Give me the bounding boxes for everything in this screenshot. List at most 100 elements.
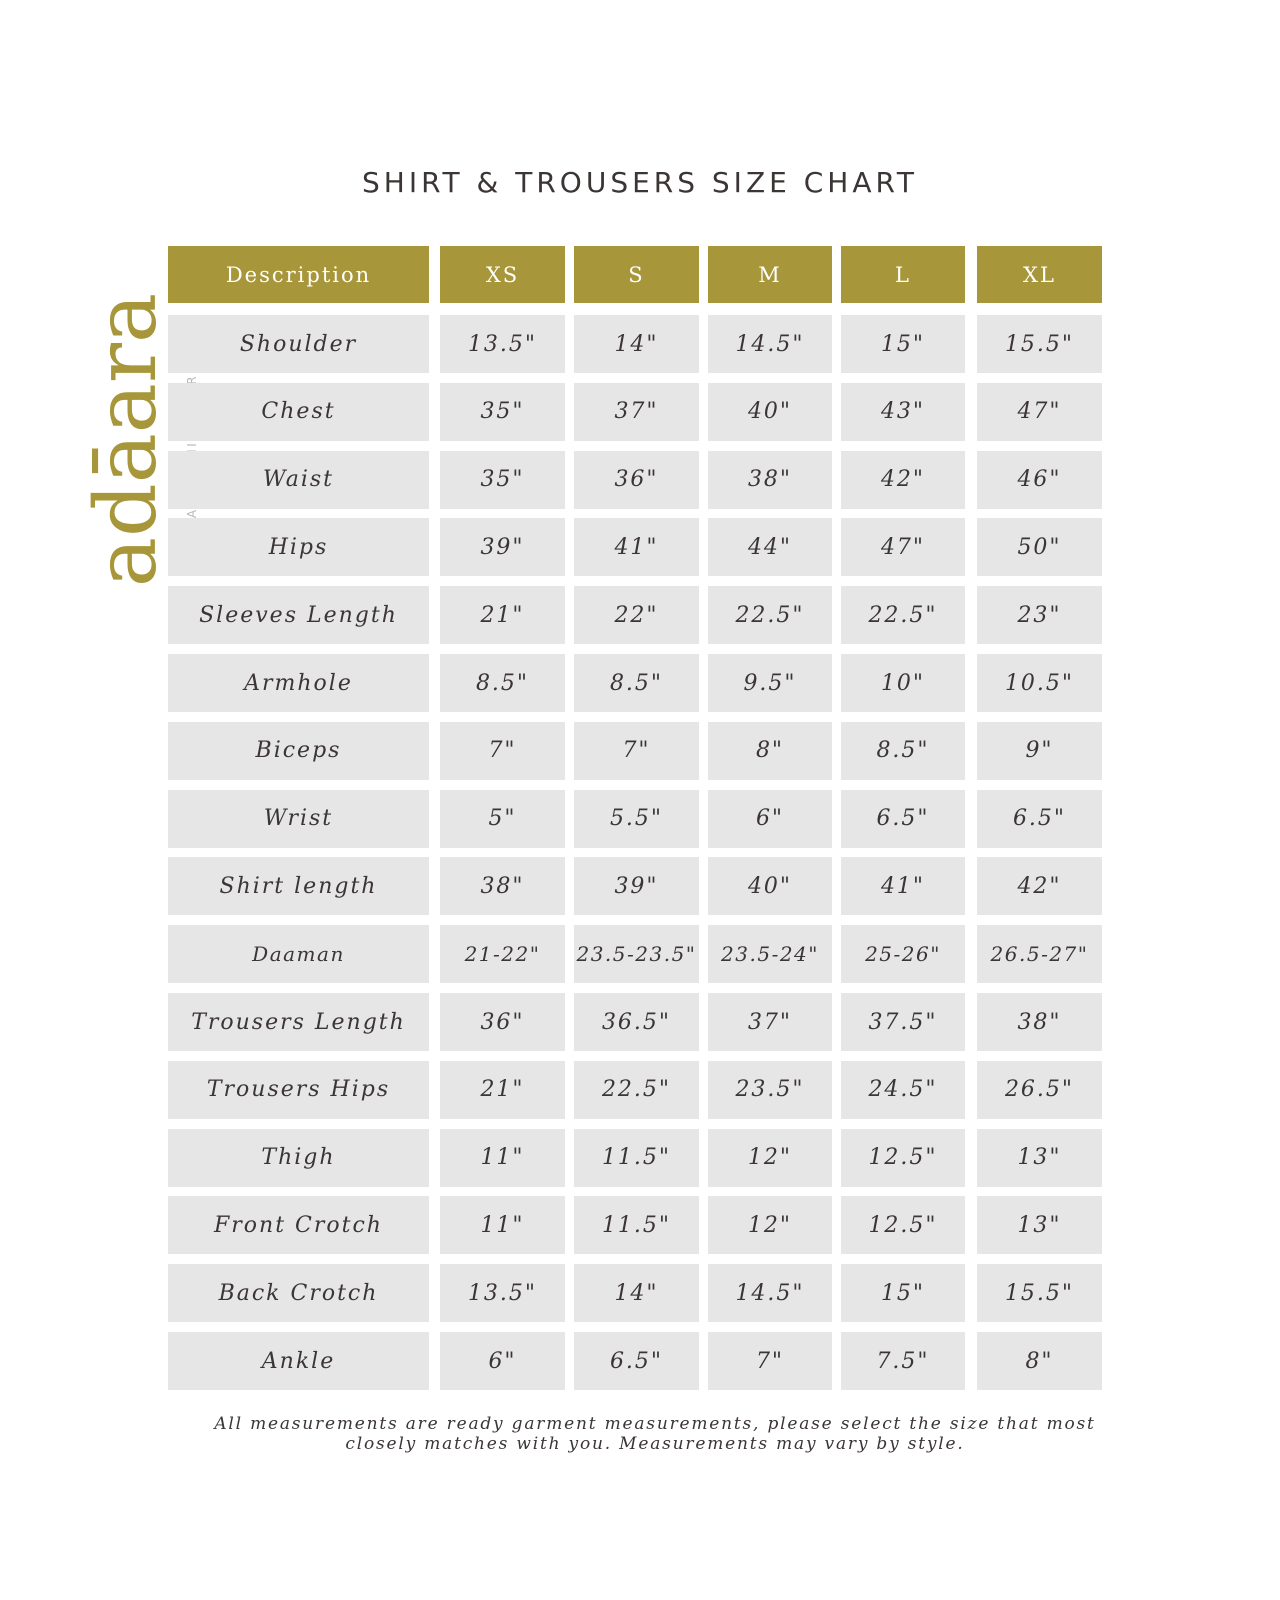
table-row: Daaman 21-22" 23.5-23.5" 23.5-24" 25-26" 26.5… [168, 925, 1102, 984]
cell-s: 37" [574, 382, 699, 441]
cell-l: 15" [841, 315, 965, 373]
cell-description: Wrist [168, 789, 429, 848]
cell-s: 22.5" [574, 1060, 699, 1119]
cell-description: Hips [168, 518, 429, 577]
cell-xs: 21" [440, 1060, 565, 1119]
cell-m: 14.5" [708, 315, 832, 373]
cell-description: Shoulder [168, 315, 429, 373]
cell-xl: 46" [977, 450, 1102, 509]
cell-xs: 11" [440, 1128, 565, 1187]
cell-l: 7.5" [841, 1332, 965, 1390]
cell-l: 12.5" [841, 1196, 965, 1255]
header-xl: XL [977, 246, 1102, 303]
cell-xs: 38" [440, 857, 565, 916]
cell-s: 11.5" [574, 1128, 699, 1187]
cell-l: 43" [841, 382, 965, 441]
cell-s: 11.5" [574, 1196, 699, 1255]
cell-xs: 13.5" [440, 315, 565, 373]
cell-xl: 10.5" [977, 654, 1102, 712]
cell-description: Front Crotch [168, 1196, 429, 1255]
cell-s: 7" [574, 721, 699, 780]
cell-xs: 21-22" [440, 925, 565, 984]
cell-m: 14.5" [708, 1264, 832, 1323]
table-header-row: Description XS S M L XL [168, 246, 1102, 303]
cell-m: 38" [708, 450, 832, 509]
cell-description: Armhole [168, 654, 429, 712]
cell-s: 23.5-23.5" [574, 925, 699, 984]
cell-xl: 9" [977, 721, 1102, 780]
footer-note-line: All measurements are ready garment measu… [214, 1414, 1096, 1434]
header-l: L [841, 246, 965, 303]
table-row: Shoulder 13.5" 14" 14.5" 15" 15.5" [168, 315, 1102, 373]
cell-l: 41" [841, 857, 965, 916]
cell-xs: 36" [440, 993, 565, 1051]
table-row: Front Crotch 11" 11.5" 12" 12.5" 13" [168, 1196, 1102, 1255]
table-row: Sleeves Length 21" 22" 22.5" 22.5" 23" [168, 586, 1102, 645]
cell-description: Back Crotch [168, 1264, 429, 1323]
table-row: Biceps 7" 7" 8" 8.5" 9" [168, 721, 1102, 780]
table-row: Armhole 8.5" 8.5" 9.5" 10" 10.5" [168, 654, 1102, 712]
cell-xl: 15.5" [977, 1264, 1102, 1323]
cell-l: 25-26" [841, 925, 965, 984]
cell-xl: 26.5" [977, 1060, 1102, 1119]
cell-xl: 42" [977, 857, 1102, 916]
cell-m: 12" [708, 1128, 832, 1187]
cell-xl: 15.5" [977, 315, 1102, 373]
cell-s: 14" [574, 315, 699, 373]
cell-xs: 6" [440, 1332, 565, 1390]
cell-xs: 13.5" [440, 1264, 565, 1323]
cell-description: Biceps [168, 721, 429, 780]
cell-s: 36" [574, 450, 699, 509]
cell-l: 22.5" [841, 586, 965, 645]
cell-description: Shirt length [168, 857, 429, 916]
cell-l: 12.5" [841, 1128, 965, 1187]
table-row: Chest 35" 37" 40" 43" 47" [168, 382, 1102, 441]
cell-description: Chest [168, 382, 429, 441]
header-description: Description [168, 246, 429, 303]
cell-xl: 13" [977, 1128, 1102, 1187]
cell-xl: 6.5" [977, 789, 1102, 848]
brand-logo: adāara AN ETHNIC EMPIRE [40, 293, 199, 594]
header-xs: XS [440, 246, 565, 303]
cell-l: 37.5" [841, 993, 965, 1051]
cell-s: 22" [574, 586, 699, 645]
brand-logo-wordmark: adāara [77, 292, 175, 588]
table-row: Ankle 6" 6.5" 7" 7.5" 8" [168, 1332, 1102, 1390]
cell-l: 8.5" [841, 721, 965, 780]
cell-m: 44" [708, 518, 832, 577]
cell-xl: 26.5-27" [977, 925, 1102, 984]
table-row: Trousers Length 36" 36.5" 37" 37.5" 38" [168, 993, 1102, 1051]
cell-s: 14" [574, 1264, 699, 1323]
cell-m: 9.5" [708, 654, 832, 712]
page-title: SHIRT & TROUSERS SIZE CHART [361, 166, 918, 199]
cell-m: 7" [708, 1332, 832, 1390]
cell-xs: 39" [440, 518, 565, 577]
cell-s: 36.5" [574, 993, 699, 1051]
cell-l: 6.5" [841, 789, 965, 848]
cell-l: 10" [841, 654, 965, 712]
cell-m: 40" [708, 857, 832, 916]
cell-description: Waist [168, 450, 429, 509]
table-row: Back Crotch 13.5" 14" 14.5" 15" 15.5" [168, 1264, 1102, 1323]
cell-xl: 50" [977, 518, 1102, 577]
cell-l: 15" [841, 1264, 965, 1323]
cell-xs: 11" [440, 1196, 565, 1255]
table-row: Wrist 5" 5.5" 6" 6.5" 6.5" [168, 789, 1102, 848]
header-m: M [708, 246, 832, 303]
table-row: Waist 35" 36" 38" 42" 46" [168, 450, 1102, 509]
cell-s: 5.5" [574, 789, 699, 848]
cell-s: 41" [574, 518, 699, 577]
cell-description: Trousers Hips [168, 1060, 429, 1119]
cell-m: 8" [708, 721, 832, 780]
cell-xs: 35" [440, 450, 565, 509]
table-row: Thigh 11" 11.5" 12" 12.5" 13" [168, 1128, 1102, 1187]
cell-description: Thigh [168, 1128, 429, 1187]
cell-xs: 35" [440, 382, 565, 441]
cell-m: 22.5" [708, 586, 832, 645]
cell-m: 40" [708, 382, 832, 441]
cell-description: Daaman [168, 925, 429, 984]
footer-note: All measurements are ready garment measu… [180, 1414, 1130, 1454]
cell-s: 8.5" [574, 654, 699, 712]
cell-l: 47" [841, 518, 965, 577]
footer-note-line: closely matches with you. Measurements m… [345, 1434, 965, 1454]
